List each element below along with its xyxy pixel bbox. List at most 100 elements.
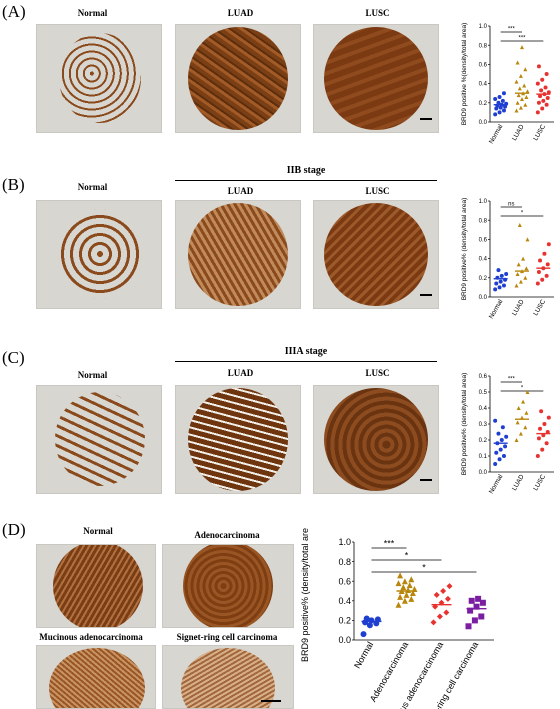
ihc-image-a-lusc	[313, 24, 439, 133]
data-point	[544, 273, 549, 278]
x-tick-label: LUSC	[532, 473, 547, 492]
y-tick-label: 0.4	[479, 82, 488, 88]
data-point	[518, 73, 523, 78]
data-point	[546, 242, 551, 247]
data-point	[406, 582, 413, 589]
data-point	[536, 100, 541, 105]
title-a-lusc: LUSC	[365, 8, 390, 18]
x-tick-label: LUAD	[511, 473, 526, 492]
chart-c: BRD9 positive% (density/total area) 0.0 0.…	[461, 373, 554, 495]
stage-title-b: IIB stage	[286, 165, 326, 176]
data-point	[523, 275, 528, 280]
data-point	[542, 422, 547, 426]
y-tick-label: 0.8	[338, 557, 351, 567]
data-point	[514, 79, 519, 84]
stage-rule-b	[175, 180, 437, 182]
chart-a: BRD9 positive %(density/total area) 0.0 0.…	[461, 23, 554, 145]
y-tick-label: 0.8	[479, 43, 488, 49]
ihc-image-d-adeno	[162, 544, 294, 628]
significance-label: ***	[508, 27, 516, 33]
chart-d: BRD9 positive% (density/total area) 0.0 0.…	[300, 528, 494, 709]
y-tick-label: 0.0	[479, 295, 488, 301]
x-tick-label: Normal	[488, 473, 505, 495]
y-tick-label: 0.2	[479, 438, 488, 444]
data-point	[523, 67, 528, 72]
data-point	[366, 622, 373, 629]
data-point	[493, 418, 498, 423]
data-point	[536, 436, 541, 441]
significance-label: ns	[508, 202, 514, 208]
data-point	[522, 83, 527, 88]
title-d-adeno: Adenocarcinoma	[194, 530, 260, 540]
y-tick-label: 0.4	[338, 596, 351, 606]
y-tick-label: 0.4	[479, 406, 488, 412]
data-point	[521, 399, 526, 404]
data-point	[540, 277, 545, 282]
ihc-image-b-luad	[175, 200, 301, 309]
data-point	[540, 77, 545, 82]
significance-label: *	[405, 551, 409, 561]
data-point	[493, 287, 498, 292]
chart-b: BRD9 positive% (density/total area) 0.0 0.…	[461, 198, 554, 320]
significance-label: *	[521, 386, 524, 392]
y-tick-label: 0.6	[479, 63, 488, 69]
ihc-image-b-lusc	[313, 200, 439, 309]
significance-label: *	[521, 211, 524, 217]
data-point	[497, 285, 502, 290]
data-point	[514, 438, 519, 442]
data-point	[401, 578, 408, 585]
x-tick-label: Normal	[488, 123, 505, 145]
y-tick-label: 0.6	[479, 238, 488, 244]
data-point	[520, 96, 524, 101]
ihc-image-c-normal	[36, 385, 162, 494]
x-tick-label: LUSC	[532, 123, 547, 142]
ihc-image-d-signet	[162, 645, 294, 709]
data-point	[517, 86, 522, 91]
stage-title-c: IIIA stage	[284, 346, 328, 357]
x-tick-label: Adenocarcinoma	[368, 640, 410, 703]
ihc-image-d-normal	[36, 544, 156, 628]
data-point	[538, 258, 543, 263]
significance-label: ***	[508, 377, 516, 383]
scale-bar	[420, 294, 432, 296]
data-point	[497, 457, 502, 462]
data-point	[475, 595, 482, 602]
data-point	[535, 454, 540, 458]
data-point	[515, 271, 520, 276]
data-point	[540, 106, 545, 111]
data-point	[540, 447, 545, 452]
y-tick-label: 0.2	[479, 101, 488, 107]
data-point	[493, 96, 498, 101]
data-point	[501, 91, 506, 96]
y-tick-label: 0.2	[338, 616, 351, 626]
data-point	[535, 110, 540, 115]
data-point	[408, 595, 415, 602]
significance-label: ***	[518, 36, 526, 42]
data-point	[545, 262, 550, 267]
y-tick-label: 0.5	[479, 390, 488, 396]
data-point	[524, 95, 529, 100]
y-tick-label: 0.1	[479, 454, 488, 460]
data-point	[443, 609, 450, 616]
data-point	[409, 589, 416, 596]
y-tick-label: 0.0	[479, 120, 488, 126]
data-point	[478, 613, 485, 620]
data-point	[515, 60, 520, 65]
data-point	[496, 431, 501, 436]
y-axis-label: BRD9 positive% (density/total area)	[300, 528, 310, 662]
data-point	[465, 623, 472, 630]
data-point	[516, 93, 521, 98]
data-point	[518, 105, 523, 110]
data-point	[395, 601, 402, 608]
y-tick-label: 1.0	[338, 537, 351, 547]
data-point	[436, 613, 443, 620]
ihc-image-a-normal	[36, 24, 162, 133]
data-point	[473, 603, 480, 610]
data-point	[515, 420, 520, 425]
data-point	[401, 597, 408, 604]
y-tick-label: 1.0	[479, 24, 488, 30]
data-point	[541, 98, 546, 103]
data-point	[497, 110, 502, 115]
y-tick-label: 0.6	[338, 576, 351, 586]
data-point	[543, 85, 548, 90]
